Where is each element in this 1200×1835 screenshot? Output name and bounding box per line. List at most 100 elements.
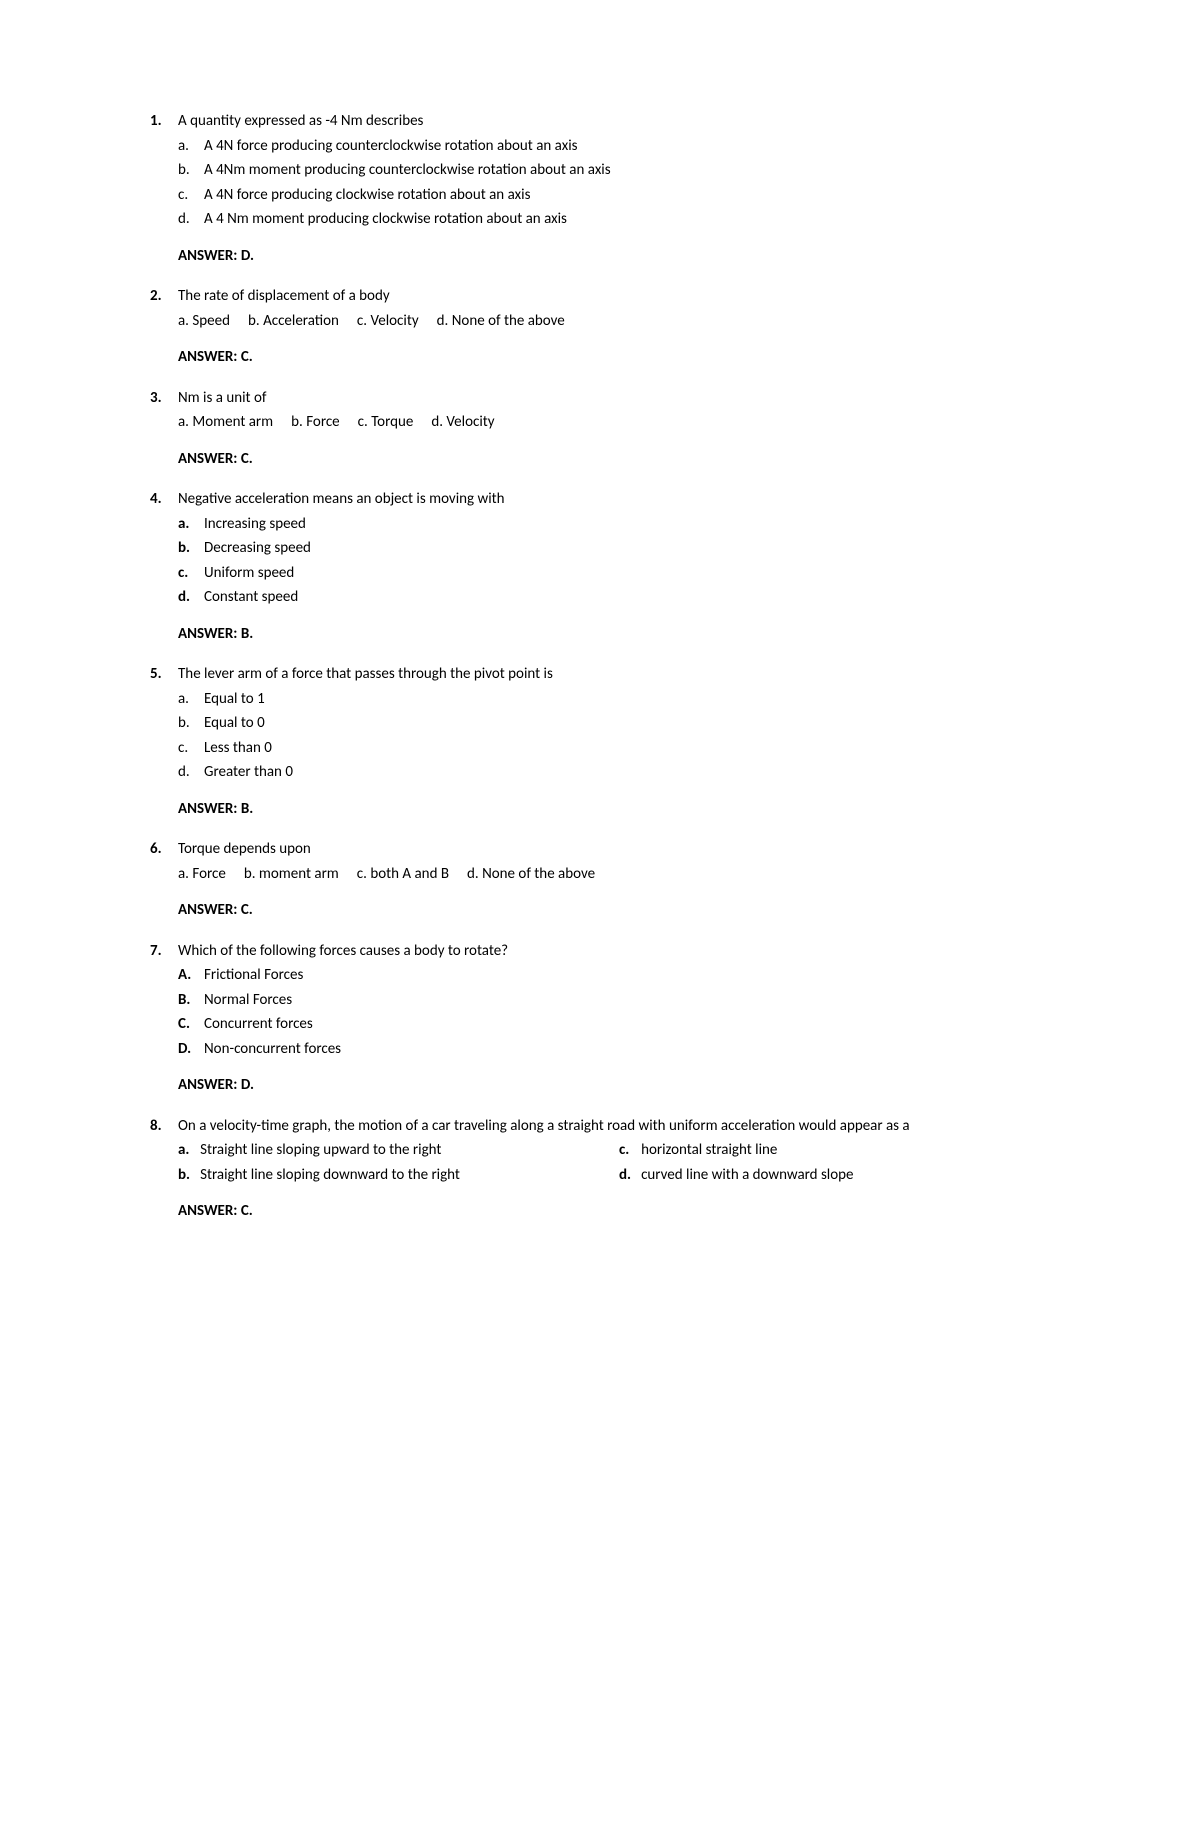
option-row: a.A 4N force producing counterclockwise … xyxy=(178,135,1050,158)
question-text: Torque depends upon xyxy=(178,838,1050,861)
option-letter: c. xyxy=(178,184,204,207)
inline-option: d. None of the above xyxy=(437,312,565,330)
option-text: Straight line sloping upward to the righ… xyxy=(200,1139,609,1162)
option-row: b.A 4Nm moment producing counterclockwis… xyxy=(178,159,1050,182)
answer-text: ANSWER: D. xyxy=(178,245,1050,268)
question-body: Nm is a unit of a. Moment arm b. Force c. T… xyxy=(178,387,1050,434)
option-letter: a. xyxy=(178,312,189,330)
question-block: 7.Which of the following forces causes a… xyxy=(150,940,1050,1097)
option-text: Moment arm xyxy=(192,413,273,431)
option-letter: a. xyxy=(178,413,189,431)
questions-list: 1.A quantity expressed as -4 Nm describe… xyxy=(150,110,1050,1223)
option-letter: c. xyxy=(178,737,204,760)
option-row: b.Equal to 0 xyxy=(178,712,1050,735)
inline-option: d. None of the above xyxy=(467,865,595,883)
question-number: 4. xyxy=(150,488,178,511)
option-row: C.Concurrent forces xyxy=(178,1013,1050,1036)
inline-options: a. Force b. moment arm c. both A and B d. N… xyxy=(178,863,1050,886)
option-row: d.A 4 Nm moment producing clockwise rota… xyxy=(178,208,1050,231)
option-row: c.Uniform speed xyxy=(178,562,1050,585)
question-body: Negative acceleration means an object is… xyxy=(178,488,1050,609)
question-body: The lever arm of a force that passes thr… xyxy=(178,663,1050,784)
answer-text: ANSWER: B. xyxy=(178,798,1050,821)
option-grid: a.Straight line sloping upward to the ri… xyxy=(178,1139,1050,1186)
question-number: 3. xyxy=(150,387,178,410)
question-text: On a velocity-time graph, the motion of … xyxy=(178,1115,1050,1138)
option-letter: d. xyxy=(431,413,443,431)
option-row: A.Frictional Forces xyxy=(178,964,1050,987)
option-text: Torque xyxy=(371,413,413,431)
inline-option: d. Velocity xyxy=(431,413,494,431)
option-letter: b. xyxy=(178,1164,190,1187)
question-row: 4.Negative acceleration means an object … xyxy=(150,488,1050,609)
question-number: 6. xyxy=(150,838,178,861)
option-letter: d. xyxy=(437,312,449,330)
option-letter: b. xyxy=(178,537,204,560)
answer-text: ANSWER: C. xyxy=(178,1200,1050,1223)
question-body: Which of the following forces causes a b… xyxy=(178,940,1050,1061)
option-text: Velocity xyxy=(370,312,418,330)
option-text: Force xyxy=(192,865,225,883)
option-text: Acceleration xyxy=(263,312,339,330)
option-text: horizontal straight line xyxy=(641,1139,1050,1162)
question-row: 6.Torque depends upon a. Force b. moment a… xyxy=(150,838,1050,885)
answer-text: ANSWER: D. xyxy=(178,1074,1050,1097)
option-text: both A and B xyxy=(370,865,449,883)
question-block: 2.The rate of displacement of a body a. S… xyxy=(150,285,1050,369)
answer-text: ANSWER: C. xyxy=(178,448,1050,471)
option-row: d.Greater than 0 xyxy=(178,761,1050,784)
inline-option: b. moment arm xyxy=(244,865,339,883)
option-text: A 4N force producing counterclockwise ro… xyxy=(204,135,1050,158)
inline-option: a. Speed xyxy=(178,312,230,330)
option-letter: a. xyxy=(178,865,189,883)
question-body: On a velocity-time graph, the motion of … xyxy=(178,1115,1050,1187)
inline-options: a. Moment arm b. Force c. Torque d. Velocit… xyxy=(178,411,1050,434)
question-number: 5. xyxy=(150,663,178,686)
question-row: 1.A quantity expressed as -4 Nm describe… xyxy=(150,110,1050,231)
inline-option: b. Acceleration xyxy=(248,312,339,330)
option-letter: C. xyxy=(178,1013,204,1036)
question-row: 8.On a velocity-time graph, the motion o… xyxy=(150,1115,1050,1187)
question-number: 2. xyxy=(150,285,178,308)
option-row: a.Equal to 1 xyxy=(178,688,1050,711)
question-row: 7.Which of the following forces causes a… xyxy=(150,940,1050,1061)
question-text: Negative acceleration means an object is… xyxy=(178,488,1050,511)
question-text: The lever arm of a force that passes thr… xyxy=(178,663,1050,686)
option-text: A 4N force producing clockwise rotation … xyxy=(204,184,1050,207)
option-text: A 4 Nm moment producing clockwise rotati… xyxy=(204,208,1050,231)
option-text: Constant speed xyxy=(204,586,1050,609)
option-letter: B. xyxy=(178,989,204,1012)
option-row: c.Less than 0 xyxy=(178,737,1050,760)
question-text: The rate of displacement of a body xyxy=(178,285,1050,308)
option-text: Equal to 0 xyxy=(204,712,1050,735)
question-block: 5.The lever arm of a force that passes t… xyxy=(150,663,1050,820)
question-text: Nm is a unit of xyxy=(178,387,1050,410)
option-letter: d. xyxy=(467,865,479,883)
option-letter: d. xyxy=(178,586,204,609)
inline-option: a. Force xyxy=(178,865,226,883)
answer-text: ANSWER: B. xyxy=(178,623,1050,646)
option-letter: a. xyxy=(178,688,204,711)
inline-option: b. Force xyxy=(291,413,340,431)
option-letter: d. xyxy=(178,208,204,231)
question-row: 3.Nm is a unit of a. Moment arm b. Force c.… xyxy=(150,387,1050,434)
option-letter: D. xyxy=(178,1038,204,1061)
question-block: 8.On a velocity-time graph, the motion o… xyxy=(150,1115,1050,1223)
inline-options: a. Speedb. Accelerationc. Velocityd. Non… xyxy=(178,310,1050,333)
question-body: Torque depends upon a. Force b. moment arm… xyxy=(178,838,1050,885)
answer-text: ANSWER: C. xyxy=(178,899,1050,922)
option-text: A 4Nm moment producing counterclockwise … xyxy=(204,159,1050,182)
question-block: 6.Torque depends upon a. Force b. moment a… xyxy=(150,838,1050,922)
option-text: Greater than 0 xyxy=(204,761,1050,784)
inline-option: c. Torque xyxy=(358,413,414,431)
option-text: Straight line sloping downward to the ri… xyxy=(200,1164,609,1187)
option-letter: d. xyxy=(619,1164,631,1187)
option-text: None of the above xyxy=(482,865,595,883)
option-letter: c. xyxy=(357,865,367,883)
question-row: 5.The lever arm of a force that passes t… xyxy=(150,663,1050,784)
option-letter: d. xyxy=(178,761,204,784)
option-row: B.Normal Forces xyxy=(178,989,1050,1012)
question-number: 7. xyxy=(150,940,178,963)
option-letter: a. xyxy=(178,513,204,536)
option-text: Speed xyxy=(192,312,230,330)
